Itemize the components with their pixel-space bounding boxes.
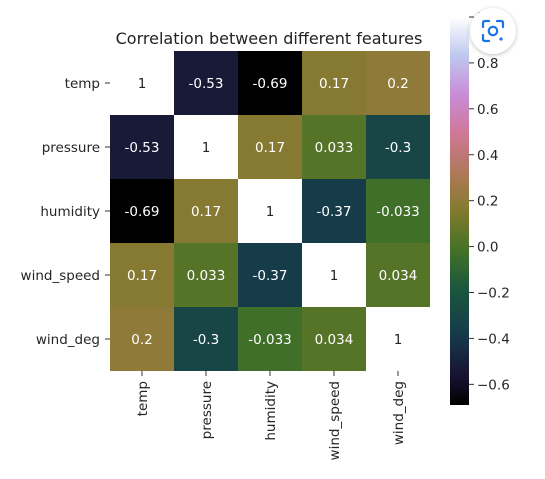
heatmap-cell xyxy=(110,115,174,179)
heatmap-cell xyxy=(238,115,302,179)
cell-value-label: -0.3 xyxy=(385,140,411,156)
cell-value-label: -0.033 xyxy=(376,204,420,220)
colorbar-tick-label: 0.2 xyxy=(477,194,498,210)
cell-value-label: -0.033 xyxy=(248,332,292,348)
heatmap-cell xyxy=(174,243,238,307)
heatmap-cell xyxy=(174,307,238,371)
cell-value-label: 0.033 xyxy=(315,140,354,156)
cell-value-label: 0.17 xyxy=(319,76,349,92)
column-label: humidity xyxy=(263,381,279,441)
colorbar-tick-label: −0.4 xyxy=(477,331,510,347)
cell-value-label: -0.53 xyxy=(189,76,224,92)
heatmap-cell xyxy=(174,115,238,179)
column-label: temp xyxy=(135,381,151,416)
heatmap-cell xyxy=(366,179,430,243)
heatmap-cell xyxy=(302,179,366,243)
heatmap-cell xyxy=(238,179,302,243)
row-label: wind_speed xyxy=(21,268,100,284)
row-labels: temp pressure humidity wind_speed wind_deg xyxy=(21,76,110,348)
heatmap-cell xyxy=(110,307,174,371)
row-label: pressure xyxy=(42,140,100,156)
column-label: wind_deg xyxy=(391,381,407,445)
heatmap-cell xyxy=(366,115,430,179)
cell-value-label: 1 xyxy=(266,204,275,220)
row-label: temp xyxy=(65,76,100,92)
heatmap-cell xyxy=(238,307,302,371)
heatmap-cell xyxy=(302,307,366,371)
heatmap-cell xyxy=(302,115,366,179)
cell-value-label: 0.2 xyxy=(387,76,408,92)
heatmap-cell xyxy=(110,51,174,115)
lens-icon xyxy=(481,19,505,43)
cell-value-label: 0.034 xyxy=(315,332,354,348)
heatmap-cell xyxy=(302,51,366,115)
colorbar-tick-label: −0.6 xyxy=(477,377,510,393)
heatmap-cell xyxy=(174,51,238,115)
column-label: wind_speed xyxy=(327,381,343,460)
cell-value-label: 0.17 xyxy=(255,140,285,156)
column-labels: temp pressure humidity wind_speed wind_deg xyxy=(135,371,407,460)
heatmap-cell xyxy=(238,243,302,307)
cell-value-label: -0.69 xyxy=(125,204,160,220)
colorbar-tick-label: 0.4 xyxy=(477,148,498,164)
heatmap-cell xyxy=(366,243,430,307)
cell-value-label: -0.37 xyxy=(317,204,352,220)
colorbar-tick-label: −0.2 xyxy=(477,286,510,302)
heatmap-cell xyxy=(366,307,430,371)
heatmap-cell xyxy=(366,51,430,115)
cell-value-label: 0.17 xyxy=(127,268,157,284)
cell-value-label: -0.53 xyxy=(125,140,160,156)
cell-value-label: -0.69 xyxy=(253,76,288,92)
colorbar-tick-label: 0.0 xyxy=(477,240,498,256)
colorbar-tick-label: 0.8 xyxy=(477,56,498,72)
colorbar-tick-label: 0.6 xyxy=(477,102,498,118)
colorbar: 1.00.80.60.40.20.0−0.2−0.4−0.6 xyxy=(450,10,510,405)
colorbar-gradient xyxy=(450,17,469,405)
chart-title: Correlation between different features xyxy=(116,29,423,48)
cell-value-label: 0.033 xyxy=(187,268,226,284)
heatmap-cell xyxy=(302,243,366,307)
lens-button[interactable] xyxy=(470,8,516,54)
cell-value-label: 1 xyxy=(394,332,403,348)
column-label: pressure xyxy=(199,381,215,439)
heatmap-cell xyxy=(238,51,302,115)
heatmap-cell xyxy=(110,243,174,307)
row-label: humidity xyxy=(40,204,100,220)
heatmap-cell xyxy=(110,179,174,243)
cell-value-label: 0.034 xyxy=(379,268,418,284)
cell-value-label: 0.17 xyxy=(191,204,221,220)
cell-value-label: 1 xyxy=(202,140,211,156)
heatmap-cells: 1 -0.53 -0.69 0.17 0.2 -0.53 1 0.17 0.033 -0.3 -0.… xyxy=(110,51,430,371)
heatmap-cell xyxy=(174,179,238,243)
row-label: wind_deg xyxy=(36,332,100,348)
cell-value-label: 1 xyxy=(138,76,147,92)
cell-value-label: 0.2 xyxy=(131,332,152,348)
cell-value-label: 1 xyxy=(330,268,339,284)
cell-value-label: -0.3 xyxy=(193,332,219,348)
cell-value-label: -0.37 xyxy=(253,268,288,284)
